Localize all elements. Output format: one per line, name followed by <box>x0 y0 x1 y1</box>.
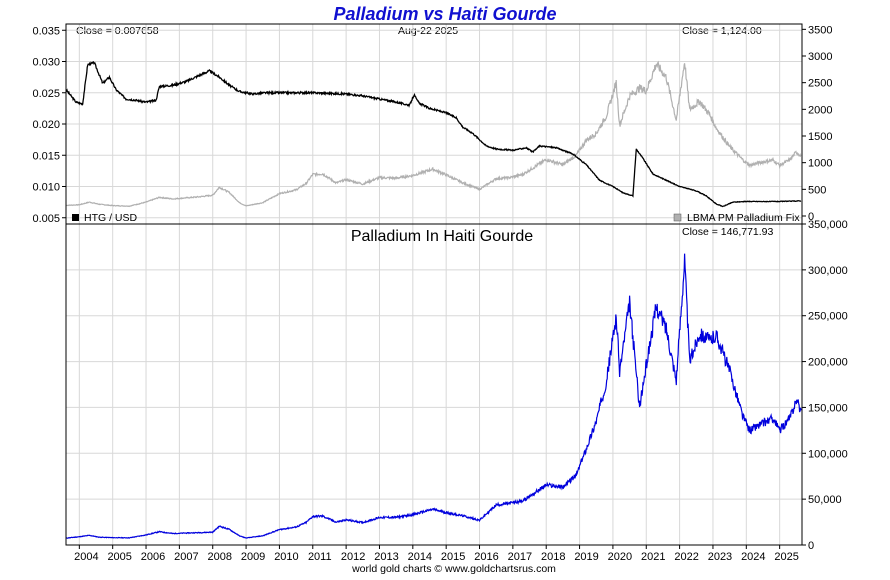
right-top-y-tick-label: 0 <box>808 211 814 223</box>
right-top-y-tick-label: 1500 <box>808 131 832 143</box>
legend-swatch-palladium <box>673 213 682 222</box>
left-y-tick-label: 0.020 <box>32 119 60 131</box>
x-tick-label: 2025 <box>774 551 798 563</box>
bottom-chart-title: Palladium In Haiti Gourde <box>351 228 533 245</box>
x-tick-label: 2004 <box>74 551 98 563</box>
top-grid <box>66 24 802 224</box>
bottom-series <box>65 253 802 539</box>
x-tick-label: 2013 <box>374 551 398 563</box>
x-tick-label: 2018 <box>541 551 565 563</box>
series-line-palladium <box>66 60 802 208</box>
x-tick-label: 2007 <box>174 551 198 563</box>
series-line-palladium-in-gourde <box>65 253 802 539</box>
legend-label-palladium: LBMA PM Palladium Fix <box>687 212 800 224</box>
x-tick-label: 2014 <box>408 551 432 563</box>
left-y-tick-label: 0.005 <box>32 213 60 225</box>
left-y-tick-label: 0.030 <box>32 57 60 69</box>
x-tick-label: 2022 <box>674 551 698 563</box>
right-bottom-y-tick-label: 200,000 <box>808 357 848 369</box>
x-tick-label: 2010 <box>274 551 298 563</box>
x-tick-label: 2009 <box>241 551 265 563</box>
x-tick-label: 2011 <box>308 551 332 563</box>
footer-credit: world gold charts © www.goldchartsrus.co… <box>351 563 556 575</box>
bottom-panel-frame <box>65 223 803 546</box>
left-y-tick-label: 0.010 <box>32 182 60 194</box>
date-label: Aug-22 2025 <box>398 25 458 37</box>
right-top-y-tick-label: 2000 <box>808 104 832 116</box>
top-series <box>65 60 802 208</box>
tick-labels: 2004 2005 2006 2007 2008 2009 2010 2011 2012 2013… <box>32 24 847 563</box>
left-y-tick-label: 0.015 <box>32 150 60 162</box>
right-bottom-y-tick-label: 50,000 <box>808 494 842 506</box>
x-tick-label: 2006 <box>141 551 165 563</box>
right-top-y-tick-label: 3500 <box>808 24 832 36</box>
series-line-htg-usd <box>65 61 802 208</box>
right-bottom-y-tick-label: 300,000 <box>808 265 848 277</box>
x-tick-label: 2024 <box>741 551 765 563</box>
close-left-label: Close = 0.007658 <box>76 25 159 37</box>
right-bottom-y-tick-label: 250,000 <box>808 311 848 323</box>
x-tick-label: 2008 <box>207 551 231 563</box>
close-right-label: Close = 1,124.00 <box>682 25 762 37</box>
x-tick-label: 2015 <box>441 551 465 563</box>
bottom-grid <box>66 223 802 546</box>
right-bottom-y-tick-label: 100,000 <box>808 448 848 460</box>
right-top-y-tick-label: 1000 <box>808 158 832 170</box>
left-y-tick-label: 0.025 <box>32 88 60 100</box>
x-tick-label: 2021 <box>641 551 665 563</box>
x-tick-label: 2020 <box>608 551 632 563</box>
bottom-close-label: Close = 146,771.93 <box>682 226 774 238</box>
right-top-y-tick-label: 3000 <box>808 51 832 63</box>
legend-swatch-htg <box>72 214 79 221</box>
right-bottom-y-tick-label: 150,000 <box>808 402 848 414</box>
x-tick-label: 2012 <box>341 551 365 563</box>
x-tick-label: 2016 <box>474 551 498 563</box>
right-bottom-y-tick-label: 0 <box>808 540 814 552</box>
x-tick-label: 2023 <box>708 551 732 563</box>
x-tick-label: 2017 <box>508 551 532 563</box>
chart-title: Palladium vs Haiti Gourde <box>333 4 556 24</box>
right-bottom-y-tick-label: 350,000 <box>808 219 848 231</box>
left-y-tick-label: 0.035 <box>32 25 60 37</box>
right-top-y-tick-label: 500 <box>808 184 826 196</box>
right-top-y-tick-label: 2500 <box>808 78 832 90</box>
legend-label-htg: HTG / USD <box>84 212 138 224</box>
axes <box>62 23 806 549</box>
x-tick-label: 2019 <box>574 551 598 563</box>
x-tick-label: 2005 <box>107 551 131 563</box>
